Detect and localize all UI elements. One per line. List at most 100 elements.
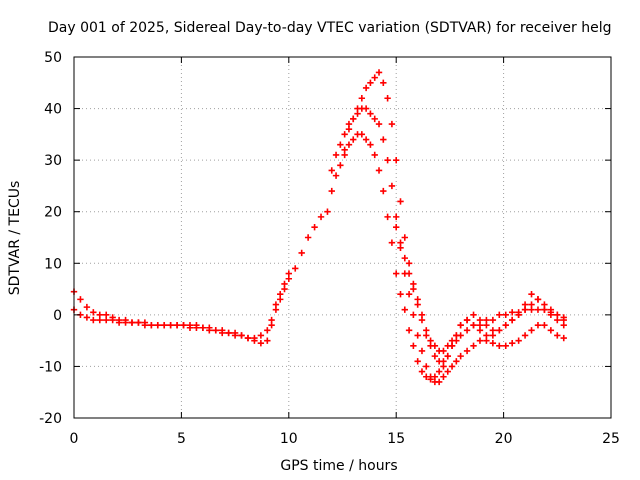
data-point	[173, 321, 181, 329]
data-point	[388, 120, 396, 128]
plot-frame	[73, 56, 612, 419]
data-point	[528, 327, 535, 334]
data-point	[489, 316, 497, 324]
data-point	[534, 306, 542, 313]
data-point	[375, 69, 383, 76]
data-point	[453, 332, 460, 339]
data-point	[186, 324, 194, 331]
data-point	[401, 234, 408, 241]
data-point	[457, 321, 464, 329]
data-point	[304, 234, 312, 241]
data-point	[238, 332, 245, 339]
data-point	[337, 162, 344, 169]
data-point	[393, 213, 400, 221]
data-point	[362, 136, 370, 143]
data-point	[476, 337, 484, 344]
data-point	[154, 321, 161, 329]
data-point	[83, 314, 91, 321]
data-point	[231, 332, 239, 339]
data-point	[476, 316, 484, 324]
data-point	[547, 306, 555, 313]
data-point	[212, 327, 219, 334]
data-point	[206, 327, 213, 334]
data-point	[508, 340, 516, 347]
data-point	[410, 311, 417, 319]
y-tick-label: 40	[44, 102, 62, 118]
data-point	[384, 213, 391, 221]
data-point	[448, 342, 456, 349]
axis-ticks	[73, 56, 612, 419]
data-point	[534, 321, 542, 329]
data-point	[350, 115, 357, 123]
x-tick-label: 0	[70, 431, 79, 447]
data-point	[367, 79, 374, 86]
data-point	[311, 223, 318, 231]
y-tick-label: 0	[53, 308, 62, 324]
x-tick-labels: 0 5 10 15 20 25	[70, 431, 620, 447]
data-point	[328, 167, 335, 174]
data-point	[371, 151, 378, 159]
data-point	[332, 172, 340, 179]
data-point	[397, 198, 404, 205]
data-point	[193, 324, 200, 331]
data-point	[281, 280, 288, 288]
data-point	[362, 84, 370, 92]
data-point	[453, 358, 460, 365]
data-point	[292, 265, 299, 272]
data-point	[128, 319, 136, 326]
data-point	[521, 332, 529, 339]
data-point	[298, 249, 305, 257]
data-point	[167, 321, 174, 329]
data-point	[414, 358, 421, 365]
data-point	[96, 316, 103, 324]
data-point	[476, 327, 484, 334]
data-point	[440, 347, 447, 355]
data-points	[70, 69, 567, 386]
data-point	[103, 316, 110, 324]
data-point	[219, 329, 226, 337]
y-tick-label: 30	[44, 153, 62, 169]
data-point	[371, 74, 378, 81]
data-point	[141, 321, 149, 329]
data-point	[470, 342, 477, 349]
series-track-2	[70, 105, 567, 386]
data-point	[199, 324, 207, 331]
data-point	[405, 291, 413, 298]
data-point	[354, 105, 361, 112]
data-point	[435, 378, 443, 386]
data-point	[496, 311, 503, 319]
data-point	[135, 319, 142, 326]
data-point	[317, 213, 325, 221]
data-point	[180, 321, 187, 329]
y-tick-labels: -20 -10 0 10 20 30 40 50	[39, 50, 62, 427]
data-point	[384, 156, 391, 164]
data-point	[515, 337, 522, 344]
y-tick-label: 50	[44, 50, 62, 66]
data-point	[534, 296, 542, 303]
data-point	[367, 141, 374, 148]
data-point	[444, 368, 451, 375]
data-point	[324, 208, 331, 215]
data-point	[90, 309, 97, 316]
data-point	[345, 126, 353, 133]
data-point	[380, 79, 387, 86]
data-point	[405, 327, 413, 334]
x-axis-label: GPS time / hours	[280, 458, 397, 474]
y-tick-label: 20	[44, 205, 62, 221]
data-point	[148, 321, 155, 329]
data-point	[122, 319, 129, 326]
data-point	[225, 329, 232, 337]
data-point	[547, 327, 555, 334]
data-point	[489, 332, 497, 339]
data-point	[414, 301, 421, 308]
data-point	[431, 352, 439, 360]
data-point	[264, 327, 271, 334]
data-point	[358, 95, 366, 102]
data-point	[444, 352, 451, 360]
data-point	[508, 309, 516, 316]
data-point	[341, 131, 348, 138]
y-tick-label: -20	[39, 411, 62, 427]
data-point	[380, 187, 387, 195]
x-tick-label: 10	[280, 431, 298, 447]
data-point	[528, 291, 535, 298]
